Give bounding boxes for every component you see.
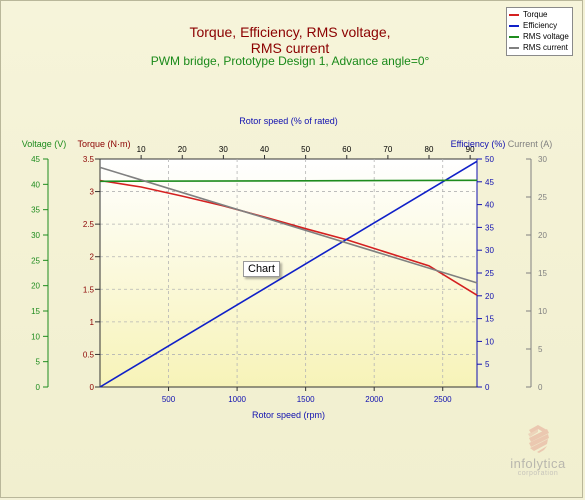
brand-name: infolytica [510, 456, 566, 471]
x2-axis-tick-label: 60 [342, 145, 351, 154]
efficiency-axis-tick-label: 10 [485, 337, 494, 346]
current-axis-tick-label: 10 [538, 307, 547, 316]
series-line-current [99, 166, 478, 284]
current-axis-tick-label: 5 [538, 345, 543, 354]
legend-label-rms-current: RMS current [523, 43, 568, 52]
current-axis-tick-label: 25 [538, 193, 547, 202]
x-axis-tick-label: 1000 [228, 395, 246, 404]
legend-item-rms-current[interactable]: RMS current [507, 42, 572, 53]
x2-axis-tick-label: 20 [178, 145, 187, 154]
x2-axis-tick-label: 70 [383, 145, 392, 154]
current-axis-tick-label: 0 [538, 383, 543, 392]
voltage-axis-title: Voltage (V) [22, 139, 67, 149]
efficiency-axis-tick-label: 25 [485, 269, 494, 278]
voltage-axis-tick-label: 40 [31, 180, 40, 189]
x-axis-tick-label: 2000 [365, 395, 383, 404]
x2-axis-title: Rotor speed (% of rated) [239, 116, 338, 126]
x2-axis-tick-label: 40 [260, 145, 269, 154]
current-axis-tick-label: 20 [538, 231, 547, 240]
voltage-axis-tick-label: 10 [31, 332, 40, 341]
efficiency-axis-tick-label: 0 [485, 383, 490, 392]
efficiency-axis-tick-label: 30 [485, 246, 494, 255]
legend-swatch-torque [509, 13, 519, 16]
torque-axis-tick-label: 2.5 [83, 220, 95, 229]
efficiency-axis-tick-label: 40 [485, 201, 494, 210]
x-axis-title: Rotor speed (rpm) [252, 410, 325, 420]
legend-swatch-efficiency [509, 24, 519, 27]
x2-axis-tick-label: 10 [137, 145, 146, 154]
voltage-axis-tick-label: 0 [36, 383, 41, 392]
efficiency-axis-title: Efficiency (%) [451, 139, 506, 149]
legend-item-efficiency[interactable]: Efficiency [507, 20, 572, 31]
x-axis-tick-label: 2500 [434, 395, 452, 404]
chart-title-line-2: RMS current [250, 40, 330, 56]
torque-axis-tick-label: 2 [90, 253, 95, 262]
chart-legend: Torque Efficiency RMS voltage RMS curren… [506, 7, 573, 56]
torque-axis-tick-label: 1.5 [83, 285, 95, 294]
current-axis-tick-label: 30 [538, 155, 547, 164]
series-line-efficiency [99, 160, 478, 388]
torque-axis-tick-label: 3 [90, 188, 95, 197]
series-line-torque [99, 179, 478, 296]
legend-swatch-rms-current [509, 46, 519, 49]
x2-axis-tick-label: 50 [301, 145, 310, 154]
efficiency-axis-tick-label: 45 [485, 178, 494, 187]
efficiency-axis-tick-label: 20 [485, 292, 494, 301]
voltage-axis-tick-label: 30 [31, 231, 40, 240]
brand-block: infolytica corporation [502, 424, 574, 477]
x-axis-tick-label: 1500 [297, 395, 315, 404]
legend-item-torque[interactable]: Torque [507, 9, 572, 20]
chart-title-line-1: Torque, Efficiency, RMS voltage, [189, 24, 391, 40]
x2-axis-tick-label: 80 [425, 145, 434, 154]
x-axis-tick-label: 500 [162, 395, 176, 404]
brand-subtitle: corporation [517, 470, 559, 477]
efficiency-axis-tick-label: 50 [485, 155, 494, 164]
series-line-voltage [99, 179, 478, 183]
current-axis-title: Current (A) [508, 139, 553, 149]
legend-swatch-rms-voltage [509, 35, 519, 38]
legend-label-torque: Torque [523, 10, 548, 19]
legend-label-efficiency: Efficiency [523, 21, 558, 30]
torque-axis-tick-label: 3.5 [83, 155, 95, 164]
voltage-axis-tick-label: 45 [31, 155, 40, 164]
torque-axis-tick-label: 0 [90, 383, 95, 392]
efficiency-axis-tick-label: 35 [485, 223, 494, 232]
infolytica-logo-icon [528, 425, 549, 453]
legend-label-rms-voltage: RMS voltage [523, 32, 569, 41]
torque-axis-title: Torque (N·m) [77, 139, 130, 149]
voltage-axis-tick-label: 25 [31, 256, 40, 265]
torque-axis-tick-label: 1 [90, 318, 95, 327]
voltage-axis-tick-label: 15 [31, 307, 40, 316]
voltage-axis-tick-label: 20 [31, 282, 40, 291]
chart-subtitle: PWM bridge, Prototype Design 1, Advance … [150, 54, 430, 68]
efficiency-axis-tick-label: 15 [485, 315, 494, 324]
chart-tooltip: Chart [243, 261, 280, 277]
x2-axis-tick-label: 30 [219, 145, 228, 154]
legend-item-rms-voltage[interactable]: RMS voltage [507, 31, 572, 42]
voltage-axis-tick-label: 35 [31, 206, 40, 215]
efficiency-axis-tick-label: 5 [485, 360, 490, 369]
current-axis-tick-label: 15 [538, 269, 547, 278]
voltage-axis-tick-label: 5 [36, 358, 41, 367]
x2-axis-tick-label: 90 [466, 145, 475, 154]
torque-axis-tick-label: 0.5 [83, 350, 95, 359]
